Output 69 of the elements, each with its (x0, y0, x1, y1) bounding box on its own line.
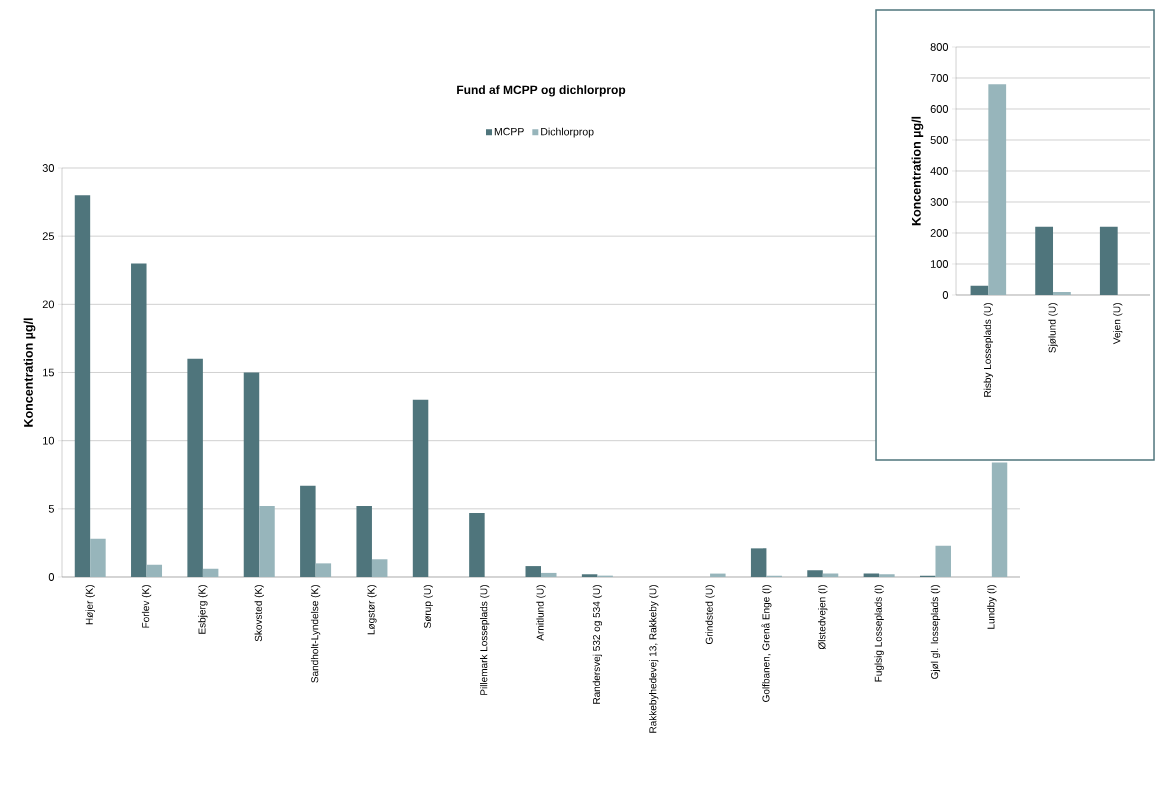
y-tick-label: 700 (930, 74, 949, 82)
bar (988, 84, 1007, 295)
bar (146, 564, 163, 577)
y-tick-label: 5 (48, 505, 54, 513)
y-tick-label: 100 (930, 260, 949, 268)
y-tick-label: 25 (42, 232, 54, 241)
bar (202, 568, 219, 577)
legend-label: Dichlorprop (541, 127, 594, 138)
bar (970, 285, 989, 295)
x-tick-label: Højer (K) (85, 585, 95, 625)
legend-label: MCPP (494, 127, 524, 136)
y-tick-label: 10 (43, 436, 55, 445)
x-tick-label: Esbjerg (K) (198, 585, 208, 634)
bar (90, 538, 106, 577)
y-axis-title: Koncentration µg/l (23, 318, 36, 427)
bar (807, 570, 823, 577)
y-tick-label: 200 (930, 229, 949, 237)
bar (371, 559, 388, 577)
y-tick-label: 20 (42, 300, 55, 309)
y-tick-label: 800 (930, 43, 949, 51)
bar (525, 566, 542, 577)
bar (315, 563, 332, 577)
x-tick-label: Fuglsig Losseplads (I) (874, 585, 884, 682)
bar (259, 506, 275, 577)
x-tick-label: Arnitlund (U) (536, 585, 546, 641)
y-tick-label: 30 (42, 164, 55, 172)
x-tick-label: Sørup (U) (423, 585, 433, 628)
bar (750, 548, 767, 577)
bar (243, 372, 260, 577)
bar (581, 574, 598, 577)
bar (1035, 226, 1054, 295)
bar (1099, 226, 1118, 295)
bar (879, 574, 895, 577)
x-tick-label: Vejen (U) (1113, 303, 1123, 345)
y-tick-label: 15 (43, 368, 54, 377)
x-tick-label: Pillemark Losseplads (U) (479, 585, 490, 695)
bar (412, 399, 429, 577)
y-tick-label: 0 (942, 291, 949, 299)
x-tick-label: Lundby (I) (987, 585, 997, 629)
bar (710, 573, 726, 577)
bar (300, 485, 316, 577)
x-tick-label: Ølstedvejen (I) (818, 585, 828, 650)
x-tick-label: Skovsted (K) (254, 585, 264, 642)
x-tick-label: Gjøl gl. losseplads (I) (930, 585, 941, 679)
y-tick-label: 0 (48, 573, 55, 581)
bar (541, 572, 557, 577)
bar (469, 512, 485, 577)
bar (935, 545, 951, 577)
y-axis-title: Koncentration µg/l (911, 116, 924, 226)
x-tick-label: Rakkebyhedevej 13, Rakkeby (U) (649, 585, 659, 733)
bar (187, 358, 203, 577)
x-tick-label: Forlev (K) (141, 585, 152, 628)
y-tick-label: 500 (930, 136, 949, 144)
x-tick-label: Golfbanen, Grenå Enge (I) (761, 585, 772, 702)
x-tick-label: Sjølund (U) (1048, 303, 1058, 353)
y-tick-label: 400 (930, 167, 949, 175)
x-tick-label: Randersvej 532 og 534 (U) (592, 585, 603, 704)
bar (1053, 291, 1071, 295)
bar (131, 263, 147, 577)
bar (74, 195, 91, 577)
x-tick-label: Løgstør (K) (367, 585, 377, 635)
x-tick-label: Sandholt-Lyndelse (K) (310, 585, 321, 683)
x-tick-label: Grindsted (U) (705, 585, 715, 645)
y-tick-label: 300 (930, 198, 949, 206)
bar (356, 506, 372, 577)
bar (991, 462, 1008, 577)
x-tick-label: Risby Losseplads (U) (983, 303, 993, 397)
y-tick-label: 600 (930, 105, 949, 113)
chart-title: Fund af MCPP og dichlorprop (457, 85, 626, 97)
